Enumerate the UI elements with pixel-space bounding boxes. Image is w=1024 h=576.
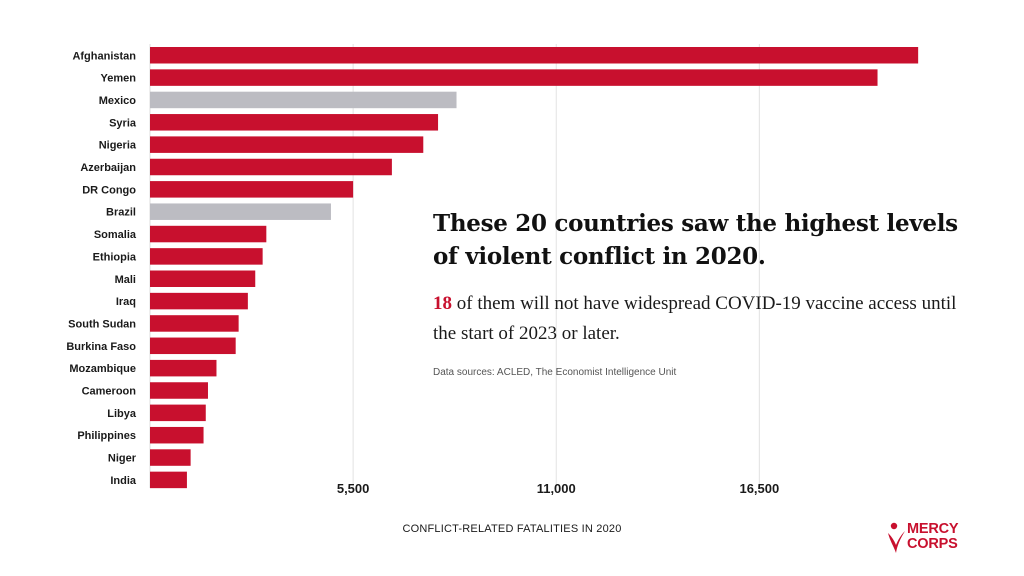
category-label: Cameroon	[82, 386, 137, 398]
category-label: Nigeria	[99, 140, 137, 152]
category-label: Iraq	[116, 296, 136, 308]
bar-burkina-faso	[150, 337, 236, 355]
category-label: Ethiopia	[93, 251, 137, 263]
bar-philippines	[150, 426, 204, 444]
category-label: Mexico	[99, 95, 137, 107]
bars	[150, 47, 919, 489]
bar-yemen	[150, 69, 878, 86]
x-tick-label: 16,500	[739, 481, 779, 496]
category-label: Somalia	[94, 229, 137, 241]
bar-india	[150, 471, 187, 489]
category-label: Libya	[107, 408, 137, 420]
x-tick-label: 11,000	[537, 481, 576, 496]
x-axis-title: CONFLICT-RELATED FATALITIES IN 2020	[402, 523, 622, 535]
bar-iraq	[150, 292, 248, 310]
category-label: Syria	[109, 117, 137, 129]
bar-mexico	[150, 91, 457, 109]
brand-line-1: MERCY	[907, 521, 959, 537]
bar-azerbaijan	[150, 158, 392, 176]
bar-mali	[150, 270, 256, 287]
bar-niger	[150, 449, 191, 466]
category-label: Yemen	[101, 73, 137, 85]
bar-mozambique	[150, 359, 217, 377]
category-label: Burkina Faso	[66, 341, 136, 353]
x-tick-label: 5,500	[337, 481, 370, 496]
category-label: Afghanistan	[72, 50, 136, 62]
bar-nigeria	[150, 136, 424, 153]
headline: These 20 countries saw the highest level…	[433, 210, 958, 270]
bar-cameroon	[150, 382, 208, 399]
bar-ethiopia	[150, 248, 263, 265]
category-label: DR Congo	[82, 184, 136, 196]
data-source: Data sources: ACLED, The Economist Intel…	[433, 367, 677, 378]
subtext: 18 of them will not have widespread COVI…	[433, 289, 973, 349]
category-label: South Sudan	[68, 318, 136, 330]
subtext-rest: of them will not have widespread COVID-1…	[433, 293, 957, 344]
bar-brazil	[150, 203, 331, 220]
bar-afghanistan	[150, 47, 919, 64]
category-labels: Afghanistan Yemen Mexico Syria Nigeria Azerba…	[66, 50, 137, 487]
x-tick-labels: 5,500 11,000 16,500	[337, 481, 779, 496]
highlight-count: 18	[433, 293, 452, 314]
category-label: Brazil	[106, 207, 136, 219]
bar-somalia	[150, 225, 267, 243]
category-label: Mozambique	[69, 363, 136, 375]
category-label: Azerbaijan	[80, 162, 136, 174]
bar-south-sudan	[150, 315, 239, 332]
brand-line-2: CORPS	[907, 536, 958, 552]
category-label: Mali	[115, 274, 136, 286]
mercy-corps-logo: MERCY CORPS	[886, 521, 996, 559]
bar-syria	[150, 114, 439, 131]
category-label: India	[110, 475, 137, 487]
bar-dr-congo	[150, 181, 354, 198]
category-label: Niger	[108, 453, 137, 465]
mercy-corps-logo-icon	[888, 522, 905, 553]
category-label: Philippines	[77, 430, 136, 442]
bar-libya	[150, 404, 206, 422]
